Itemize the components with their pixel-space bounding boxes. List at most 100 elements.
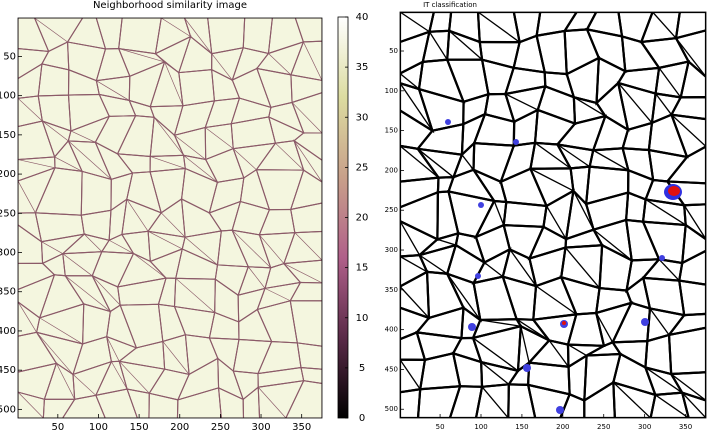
grain-edge <box>231 229 271 269</box>
y-tick-label: 50 <box>389 47 398 55</box>
y-tick-label: 300 <box>385 246 398 254</box>
blue-region <box>478 202 484 208</box>
blue-region <box>523 364 531 372</box>
colorbar-tick-label: 15 <box>356 263 369 274</box>
grain <box>474 383 510 418</box>
grain-edge <box>160 212 186 238</box>
grain-edge <box>34 18 68 43</box>
grain-edge <box>400 12 430 33</box>
grain-edge <box>652 12 677 39</box>
grain-edge <box>448 30 483 61</box>
grain <box>42 398 76 418</box>
grain-edge <box>62 253 93 277</box>
image-texture <box>18 18 322 418</box>
grain <box>242 386 261 418</box>
grain-edge <box>18 98 43 122</box>
grain <box>669 96 706 121</box>
grain <box>62 394 106 418</box>
grain-edge <box>654 394 690 418</box>
grain-edge <box>268 53 292 76</box>
grain-edge <box>303 41 322 81</box>
y-tick-label: 450 <box>385 365 398 373</box>
y-tick-label: 500 <box>0 404 16 415</box>
grain-edge <box>670 373 706 401</box>
grain-edge <box>437 238 457 246</box>
x-tick-label: 50 <box>51 422 64 433</box>
grain-edge <box>477 12 520 43</box>
grain-edge <box>612 381 652 418</box>
grain-edge <box>92 275 121 306</box>
grain-edge <box>65 275 111 312</box>
colorbar-tick-label: 30 <box>356 112 369 123</box>
y-tick-label: 150 <box>0 130 16 141</box>
grain <box>217 386 245 418</box>
grain-edge <box>42 120 69 142</box>
grain <box>680 222 706 265</box>
grain <box>293 132 322 161</box>
grain-edge <box>572 190 595 230</box>
y-tick-label: 500 <box>385 405 398 413</box>
grain <box>294 18 322 43</box>
grain-edge <box>655 93 672 116</box>
y-tick-label: 250 <box>385 206 398 214</box>
grain <box>665 145 706 185</box>
grain-edge <box>36 332 74 375</box>
grain-edge <box>72 374 97 396</box>
grain-edge <box>573 96 606 117</box>
grain-edge <box>153 117 184 156</box>
grain <box>289 169 322 211</box>
grain <box>677 249 706 286</box>
grain-edge <box>118 48 165 63</box>
x-tick-label: 50 <box>436 423 445 431</box>
grain-edge <box>54 156 83 172</box>
grain-edge <box>275 142 304 171</box>
y-tick-label: 250 <box>0 208 16 219</box>
grain-edge <box>175 278 215 313</box>
grain <box>400 387 422 418</box>
x-tick-label: 300 <box>251 422 270 433</box>
grain-edge <box>472 337 519 372</box>
grain-edge <box>617 82 653 124</box>
grain-edge <box>400 220 421 256</box>
grain-edge <box>548 340 570 368</box>
grain <box>612 380 657 418</box>
y-tick-label: 200 <box>385 166 398 174</box>
image-texture <box>400 12 706 418</box>
x-tick-label: 150 <box>130 422 149 433</box>
colorbar-tick-label: 5 <box>359 363 365 374</box>
grain <box>677 279 706 317</box>
y-tick-label: 100 <box>0 91 16 102</box>
image-area <box>18 18 322 418</box>
grain-edge <box>509 248 537 287</box>
x-tick-label: 100 <box>89 422 108 433</box>
grain <box>285 380 322 418</box>
grain-edge <box>205 127 234 149</box>
grain <box>416 385 462 418</box>
grain <box>290 74 322 104</box>
grain <box>290 202 322 234</box>
x-tick-label: 350 <box>679 423 692 431</box>
grain <box>296 342 322 370</box>
grain-edge <box>150 156 186 169</box>
grain-edge <box>461 154 475 171</box>
x-tick-label: 250 <box>211 422 230 433</box>
red-region <box>562 321 566 325</box>
grain-edge <box>162 341 190 375</box>
grain <box>283 230 322 265</box>
colorbar-tick-label: 10 <box>356 313 369 324</box>
grain-edge <box>400 72 420 90</box>
grain-edge <box>18 391 44 418</box>
grain-edge <box>18 180 36 213</box>
blue-region <box>513 139 519 145</box>
y-tick-label: 100 <box>385 87 398 95</box>
grain-edge <box>18 301 37 333</box>
grain-edge <box>18 159 56 169</box>
blue-region <box>659 255 665 261</box>
grain-edge <box>133 253 167 279</box>
grain <box>148 392 179 418</box>
x-tick-label: 200 <box>556 423 569 431</box>
colorbar-tick-label: 0 <box>359 413 365 424</box>
grain-edge <box>681 392 706 418</box>
grain <box>669 113 706 159</box>
